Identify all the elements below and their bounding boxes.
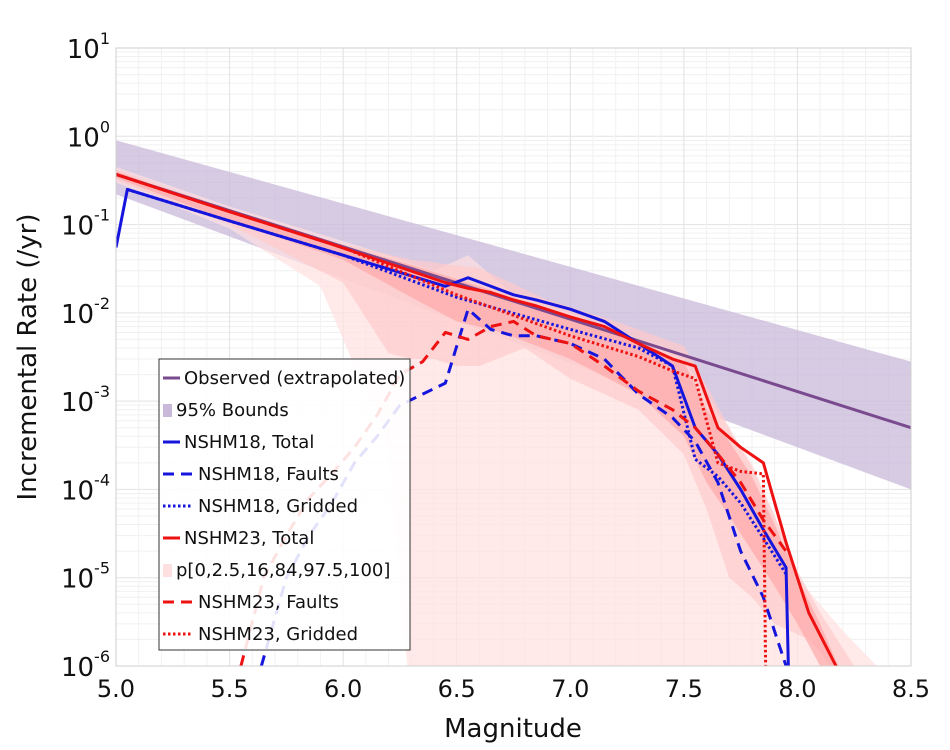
y-tick-label: 10-1 — [61, 206, 110, 242]
x-tick-label: 8.5 — [892, 675, 930, 703]
y-tick-label: 10-2 — [61, 294, 110, 330]
y-tick-label: 10-3 — [61, 382, 110, 418]
legend: Observed (extrapolated) 95% Bounds NSHM18,… — [158, 358, 411, 651]
x-tick-label: 6.5 — [438, 675, 476, 703]
x-tick-label: 6.0 — [324, 675, 362, 703]
series-line-nshm23_gridded — [116, 172, 768, 666]
y-axis-label: Incremental Rate (/yr) — [13, 214, 43, 501]
nshm23-band-inner — [116, 171, 839, 666]
x-tick-label: 7.0 — [551, 675, 589, 703]
legend-label-observed_band: 95% Bounds — [176, 400, 289, 421]
legend-swatch-nshm23_band — [163, 564, 172, 577]
legend-label-nshm18_faults: NSHM18, Faults — [198, 464, 339, 485]
legend-swatch-observed_band — [163, 404, 172, 417]
legend-label-nshm23_faults: NSHM23, Faults — [198, 592, 339, 613]
legend-label-nshm23_band: p[0,2.5,16,84,97.5,100] — [176, 560, 390, 581]
legend-box — [158, 358, 411, 651]
x-axis-label: Magnitude — [444, 714, 582, 744]
y-tick-label: 10-6 — [61, 647, 110, 683]
x-tick-label: 8.0 — [778, 675, 816, 703]
legend-label-nshm23_gridded: NSHM23, Gridded — [198, 624, 358, 645]
y-tick-label: 100 — [67, 117, 110, 153]
series-line-nshm23_total — [116, 172, 838, 666]
legend-label-observed: Observed (extrapolated) — [184, 368, 405, 389]
x-tick-label: 5.0 — [97, 675, 135, 703]
y-tick-labels: 101 100 10-1 10-2 10-3 10-4 10-5 10-6 — [61, 29, 110, 683]
legend-label-nshm18_gridded: NSHM18, Gridded — [198, 496, 358, 517]
x-tick-label: 5.5 — [210, 675, 248, 703]
legend-label-nshm23_total: NSHM23, Total — [184, 528, 314, 549]
y-tick-label: 10-5 — [61, 559, 110, 595]
plot-frame — [115, 47, 912, 667]
nshm23-band-outer — [116, 166, 877, 666]
y-tick-label: 101 — [67, 29, 110, 65]
y-tick-label: 10-4 — [61, 470, 110, 506]
x-tick-label: 7.5 — [665, 675, 703, 703]
legend-label-nshm18_total: NSHM18, Total — [184, 432, 314, 453]
series-line-nshm18_gridded — [126, 188, 788, 575]
x-tick-labels: 5.0 5.5 6.0 6.5 7.0 7.5 8.0 8.5 — [97, 675, 930, 703]
